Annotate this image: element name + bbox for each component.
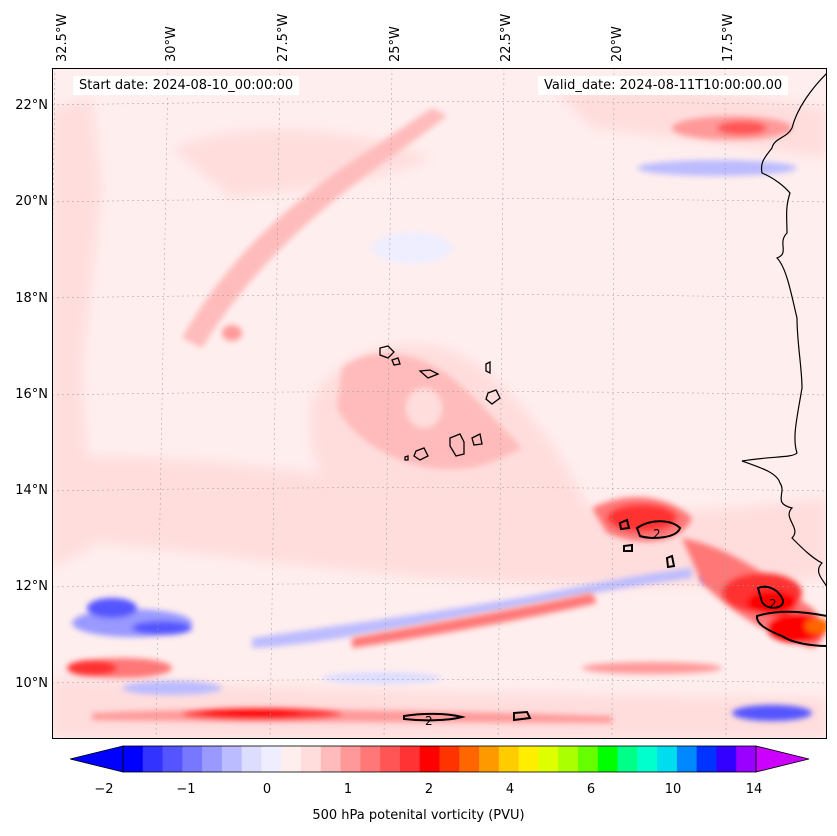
negative-pv-streaks <box>72 160 812 721</box>
lon-label-20w: 20°W <box>610 26 625 62</box>
diagonal-pv-band <box>182 108 447 348</box>
african-coastline <box>741 72 827 589</box>
colorbar <box>70 745 810 773</box>
colorbar-tick: 6 <box>586 782 596 797</box>
colorbar-segment <box>182 746 203 772</box>
colorbar-segment <box>380 746 401 772</box>
lat-label-18n: 18°N <box>15 291 48 306</box>
colorbar-segment <box>221 746 243 772</box>
colorbar-segment <box>162 746 183 772</box>
colorbar-segment <box>360 746 381 772</box>
contour-label: 2 <box>653 527 661 541</box>
colorbar-segment <box>577 746 599 772</box>
colorbar-segment <box>597 746 619 772</box>
colorbar-tick: 0 <box>262 782 272 797</box>
colorbar-segment <box>399 746 421 772</box>
graticule <box>52 68 827 739</box>
central-pv-blob <box>337 353 522 470</box>
lat-label-14n: 14°N <box>15 483 48 498</box>
colorbar-tick: 10 <box>664 782 682 797</box>
colorbar-segment <box>479 746 500 772</box>
lat-label-12n: 12°N <box>15 579 48 594</box>
lat-label-10n: 10°N <box>15 676 48 691</box>
colorbar-segment <box>736 746 757 772</box>
colorbar-tick: 4 <box>505 782 515 797</box>
colorbar-tick: 14 <box>745 782 763 797</box>
colorbar-segment <box>340 746 361 772</box>
lon-label-25w: 25°W <box>388 26 403 62</box>
colorbar-segment <box>538 746 559 772</box>
lon-label-30w: 30°W <box>164 26 179 62</box>
colorbar-tick: −1 <box>176 782 196 797</box>
start-date-label: Start date: 2024-08-10_00:00:00 <box>73 76 300 95</box>
colorbar-outline <box>122 745 757 773</box>
colorbar-label: 500 hPa potenital vorticity (PVU) <box>312 808 525 823</box>
lon-label-22-5w: 22.5°W <box>499 13 514 62</box>
contour-label: 2 <box>769 597 777 611</box>
colorbar-segment <box>657 746 678 772</box>
colorbar-max-arrow <box>755 745 810 773</box>
colorbar-tick: 1 <box>343 782 353 797</box>
valid-date-label: Valid_date: 2024-08-11T10:00:00.00 <box>538 76 789 95</box>
colorbar-segment <box>123 746 144 772</box>
colorbar-segments <box>123 746 757 772</box>
pv-field: 2 2 2 <box>52 68 827 739</box>
colorbar-segment <box>518 746 539 772</box>
colorbar-segment <box>696 746 717 772</box>
contour-labels: 2 2 2 <box>425 527 777 728</box>
colorbar-min-arrow <box>70 745 124 773</box>
colorbar-segment <box>142 746 164 772</box>
colorbar-segment <box>459 746 480 772</box>
colorbar-segment <box>320 746 342 772</box>
cape-verde-islands <box>379 345 501 461</box>
colorbar-segment <box>498 746 520 772</box>
colorbar-tick: 2 <box>424 782 434 797</box>
colorbar-segment <box>558 746 579 772</box>
colorbar-segment <box>202 746 223 772</box>
colorbar-segment <box>241 746 262 772</box>
lat-label-16n: 16°N <box>15 387 48 402</box>
lon-label-32-5w: 32.5°W <box>55 13 70 62</box>
pv-2-contours <box>403 518 827 722</box>
lat-label-20n: 20°N <box>15 194 48 209</box>
colorbar-tick: −2 <box>94 782 114 797</box>
colorbar-segment <box>281 746 302 772</box>
colorbar-segment <box>301 746 322 772</box>
colorbar-segment <box>637 746 658 772</box>
colorbar-segment <box>439 746 460 772</box>
lat-label-22n: 22°N <box>15 98 48 113</box>
colorbar-segment <box>716 746 737 772</box>
lon-label-27-5w: 27.5°W <box>276 13 291 62</box>
map-canvas: 2 2 2 <box>52 68 827 739</box>
colorbar-segment <box>419 746 440 772</box>
contour-label: 2 <box>425 714 433 728</box>
lon-label-17-5w: 17.5°W <box>721 13 736 62</box>
colorbar-segment <box>617 746 638 772</box>
colorbar-segment <box>261 746 282 772</box>
colorbar-segment <box>676 746 698 772</box>
